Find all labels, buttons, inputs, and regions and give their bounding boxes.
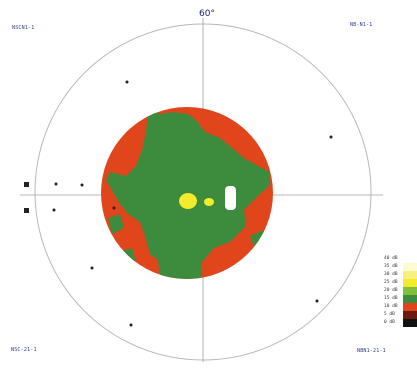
test-point bbox=[112, 206, 116, 210]
legend-label: 0 dB bbox=[384, 320, 395, 325]
legend-label: 15 dB bbox=[384, 296, 398, 301]
legend-swatch bbox=[403, 279, 417, 287]
legend-label: 30 dB bbox=[384, 272, 398, 277]
test-point bbox=[54, 182, 58, 186]
test-point bbox=[80, 183, 84, 187]
corner-label-bottom-right: NBN1-21-1 bbox=[357, 348, 386, 354]
legend-label: 35 dB bbox=[384, 264, 398, 269]
legend-item: 0 dB bbox=[384, 319, 417, 327]
legend-label: 20 dB bbox=[384, 288, 398, 293]
legend-swatch bbox=[403, 311, 417, 319]
legend-item: 10 dB bbox=[384, 303, 417, 311]
legend-item: 40 dB bbox=[384, 255, 417, 263]
test-points bbox=[24, 80, 333, 327]
test-point bbox=[315, 299, 319, 303]
test-point bbox=[329, 135, 333, 139]
test-point bbox=[90, 266, 94, 270]
legend-swatch bbox=[403, 319, 417, 327]
test-point bbox=[52, 208, 56, 212]
legend-swatch bbox=[403, 263, 417, 271]
color-scale-legend: 40 dB 35 dB 30 dB 25 dB 20 dB 15 dB 10 d… bbox=[384, 255, 417, 327]
legend-item: 35 dB bbox=[384, 263, 417, 271]
legend-label: 10 dB bbox=[384, 304, 398, 309]
legend-item: 20 dB bbox=[384, 287, 417, 295]
legend-label: 25 dB bbox=[384, 280, 398, 285]
corner-label-top-left: NSCN1-1 bbox=[12, 25, 35, 31]
green-patch-lower-left bbox=[108, 214, 124, 234]
legend-swatch bbox=[403, 295, 417, 303]
test-point bbox=[129, 323, 133, 327]
legend-item: 5 dB bbox=[384, 311, 417, 319]
white-patch bbox=[225, 186, 236, 210]
green-patch-upper-left bbox=[112, 176, 124, 188]
test-point bbox=[24, 182, 29, 187]
yellow-spot-small bbox=[204, 198, 214, 206]
legend-swatch bbox=[403, 271, 417, 279]
legend-swatch bbox=[403, 303, 417, 311]
sensitivity-map bbox=[101, 107, 273, 279]
corner-label-top-right: NB-N1-1 bbox=[350, 22, 373, 28]
legend-swatch bbox=[403, 287, 417, 295]
test-point bbox=[24, 208, 29, 213]
legend-item: 30 dB bbox=[384, 271, 417, 279]
test-point bbox=[125, 80, 129, 84]
corner-label-bottom-left: NSC-21-1 bbox=[11, 347, 37, 353]
yellow-spot bbox=[179, 193, 197, 209]
legend-item: 25 dB bbox=[384, 279, 417, 287]
legend-item: 15 dB bbox=[384, 295, 417, 303]
eccentricity-label: 60° bbox=[199, 9, 215, 19]
legend-label: 5 dB bbox=[384, 312, 395, 317]
legend-swatch bbox=[403, 255, 417, 263]
legend-label: 40 dB bbox=[384, 256, 398, 261]
